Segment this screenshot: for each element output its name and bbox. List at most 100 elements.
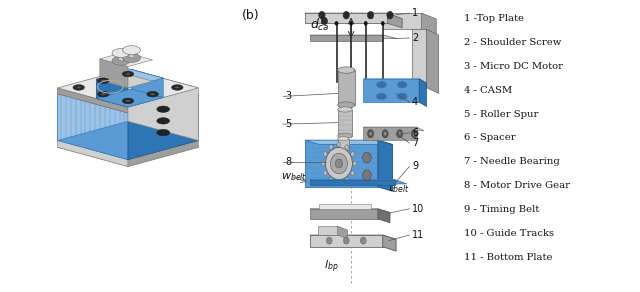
Ellipse shape — [123, 53, 141, 62]
Polygon shape — [96, 79, 128, 107]
Text: 4 - CASM: 4 - CASM — [465, 86, 513, 95]
Circle shape — [360, 237, 366, 244]
Polygon shape — [310, 35, 383, 41]
Polygon shape — [128, 140, 198, 166]
Circle shape — [337, 180, 341, 185]
Ellipse shape — [338, 137, 349, 141]
Circle shape — [329, 178, 333, 182]
Text: $l_{bp}$: $l_{bp}$ — [324, 259, 339, 275]
Ellipse shape — [172, 85, 183, 90]
Ellipse shape — [175, 86, 180, 89]
Ellipse shape — [338, 102, 355, 108]
Polygon shape — [383, 235, 396, 251]
Polygon shape — [378, 209, 390, 223]
Polygon shape — [58, 140, 128, 166]
Polygon shape — [58, 128, 198, 166]
Circle shape — [351, 152, 355, 157]
Ellipse shape — [413, 131, 416, 136]
Ellipse shape — [73, 85, 84, 90]
Polygon shape — [388, 13, 402, 28]
Polygon shape — [419, 79, 426, 107]
Circle shape — [387, 11, 393, 19]
Ellipse shape — [112, 56, 130, 65]
Text: 6: 6 — [412, 128, 418, 138]
Polygon shape — [305, 13, 402, 19]
Ellipse shape — [101, 93, 106, 95]
Bar — [338, 110, 352, 136]
Polygon shape — [364, 79, 426, 83]
Circle shape — [343, 11, 349, 19]
Circle shape — [319, 11, 325, 19]
Text: 4: 4 — [412, 97, 418, 107]
Polygon shape — [305, 13, 388, 23]
Circle shape — [367, 11, 374, 19]
Text: 1: 1 — [412, 8, 418, 18]
Polygon shape — [338, 226, 348, 239]
Text: (b): (b) — [242, 9, 259, 22]
Text: 1 -Top Plate: 1 -Top Plate — [465, 14, 524, 23]
Text: 3 - Micro DC Motor: 3 - Micro DC Motor — [465, 62, 563, 71]
Polygon shape — [96, 69, 163, 88]
Ellipse shape — [338, 67, 355, 73]
Ellipse shape — [97, 91, 109, 97]
Polygon shape — [318, 226, 338, 235]
Ellipse shape — [157, 129, 170, 136]
Circle shape — [330, 153, 348, 174]
Ellipse shape — [122, 98, 134, 104]
Polygon shape — [310, 209, 378, 219]
Polygon shape — [319, 204, 371, 209]
Polygon shape — [364, 79, 419, 102]
Text: 11: 11 — [412, 230, 424, 240]
Polygon shape — [100, 52, 152, 67]
Polygon shape — [364, 127, 424, 131]
Polygon shape — [412, 29, 426, 88]
Text: 5: 5 — [285, 119, 292, 129]
Polygon shape — [118, 52, 124, 61]
Polygon shape — [305, 140, 392, 145]
Polygon shape — [100, 74, 152, 88]
Ellipse shape — [123, 46, 141, 55]
Polygon shape — [383, 13, 422, 29]
Polygon shape — [96, 89, 163, 107]
Polygon shape — [58, 94, 128, 160]
Circle shape — [329, 145, 333, 150]
Text: 10 - Guide Tracks: 10 - Guide Tracks — [465, 229, 554, 238]
Circle shape — [321, 17, 328, 25]
Text: 11 - Bottom Plate: 11 - Bottom Plate — [465, 253, 553, 262]
Text: 2: 2 — [412, 33, 418, 43]
Circle shape — [343, 237, 349, 244]
Text: $w_{belt}$: $w_{belt}$ — [280, 171, 307, 182]
Bar — [342, 105, 349, 117]
Ellipse shape — [397, 81, 407, 88]
Polygon shape — [310, 235, 383, 247]
Polygon shape — [58, 69, 198, 107]
Ellipse shape — [377, 93, 387, 100]
Polygon shape — [426, 29, 438, 93]
Circle shape — [362, 152, 371, 163]
Ellipse shape — [157, 106, 170, 112]
Text: 7 - Needle Bearing: 7 - Needle Bearing — [465, 157, 560, 166]
Circle shape — [353, 161, 356, 166]
Polygon shape — [310, 180, 395, 185]
Ellipse shape — [398, 131, 401, 136]
Ellipse shape — [101, 79, 106, 82]
Polygon shape — [378, 140, 392, 191]
Ellipse shape — [125, 100, 131, 102]
Text: 2 - Shoulder Screw: 2 - Shoulder Screw — [465, 38, 562, 47]
Circle shape — [323, 152, 327, 157]
Ellipse shape — [157, 118, 170, 124]
Ellipse shape — [367, 130, 374, 138]
Bar — [338, 139, 349, 150]
Polygon shape — [422, 13, 436, 35]
Ellipse shape — [377, 81, 387, 88]
Bar — [338, 70, 355, 105]
Circle shape — [326, 147, 352, 180]
Polygon shape — [58, 88, 128, 113]
Text: 5 - Roller Spur: 5 - Roller Spur — [465, 110, 539, 119]
Circle shape — [323, 171, 327, 175]
Text: 7: 7 — [412, 138, 418, 148]
Ellipse shape — [383, 131, 387, 136]
Polygon shape — [310, 180, 407, 184]
Ellipse shape — [397, 93, 407, 100]
Text: $d_{ca}$: $d_{ca}$ — [310, 17, 330, 33]
